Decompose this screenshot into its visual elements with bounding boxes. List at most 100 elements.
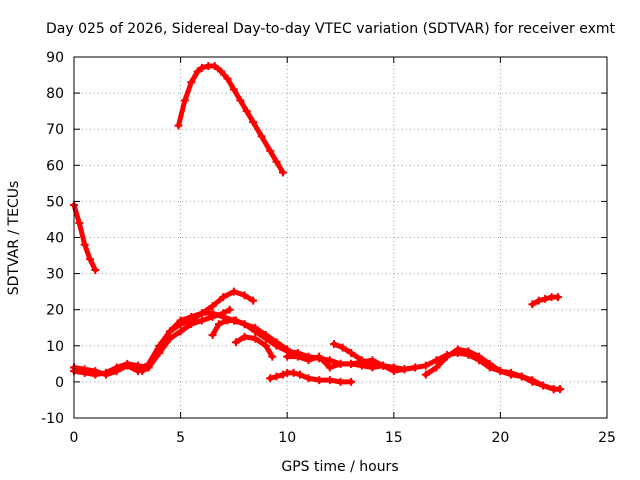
data-point-marker [197,309,206,318]
data-point-marker [400,365,409,374]
data-point-marker [283,352,292,361]
data-point-marker [389,363,398,372]
data-point-marker [251,327,260,336]
data-point-marker [229,287,238,296]
data-point-marker [91,370,100,379]
data-point-marker [214,320,223,329]
y-axis-label: SDTVAR / TECUs [6,181,22,296]
data-point-marker [336,359,345,368]
data-point-marker [289,368,298,377]
data-point-marker [223,316,232,325]
data-point-marker [197,316,206,325]
data-point-marker [208,330,217,339]
data-point-marker [208,312,217,321]
data-point-marker [293,352,302,361]
y-tick-label: 90 [46,50,64,66]
data-point-marker [272,341,281,350]
data-point-marker [315,352,324,361]
chart-title: Day 025 of 2026, Sidereal Day-to-day VTE… [46,21,616,37]
data-point-marker [464,347,473,356]
data-point-marker [219,309,228,318]
data-point-marker [219,293,228,302]
data-point-marker [240,320,249,329]
x-axis-label: GPS time / hours [281,459,398,475]
data-point-marker [138,367,147,376]
series-arc-5 [139,307,233,374]
data-point-marker [325,376,334,385]
data-point-marker [232,316,241,325]
data-point-marker [475,352,484,361]
data-point-marker [225,305,234,314]
data-point-marker [443,352,452,361]
data-point-marker [112,363,121,372]
data-point-marker [556,385,565,394]
data-point-marker [91,265,100,274]
y-tick-label: 40 [46,231,64,247]
data-point-marker [217,67,226,76]
data-point-marker [272,157,281,166]
series-arc-6 [210,318,418,372]
data-point-marker [193,67,202,76]
data-point-marker [155,349,164,358]
data-point-marker [432,363,441,372]
data-point-marker [347,359,356,368]
y-tick-label: 20 [46,303,64,319]
grid-lines [74,57,607,418]
data-point-marker [197,63,206,72]
data-point-marker [249,296,258,305]
data-point-marker [347,349,356,358]
data-point-marker [223,74,232,83]
data-point-marker [85,255,94,264]
y-tick-label: 0 [55,375,64,391]
data-point-marker [278,370,287,379]
data-point-marker [80,368,89,377]
data-point-marker [176,327,185,336]
data-point-marker [330,339,339,348]
data-point-marker [432,356,441,365]
data-point-marker [485,359,494,368]
y-tick-label: 30 [46,267,64,283]
data-point-marker [336,377,345,386]
data-point-marker [453,345,462,354]
y-tick-label: 70 [46,122,64,138]
data-point-marker [174,121,183,130]
y-tick-label: -10 [41,411,64,427]
data-point-marker [528,300,537,309]
data-point-marker [144,363,153,372]
data-point-marker [165,334,174,343]
x-tick-label: 25 [598,430,616,446]
data-point-marker [325,363,334,372]
data-point-marker [553,293,562,302]
data-point-marker [165,327,174,336]
y-tick-label: 80 [46,86,64,102]
data-point-marker [229,85,238,94]
data-point-marker [268,352,277,361]
data-point-marker [528,376,537,385]
data-point-marker [240,291,249,300]
data-point-marker [541,294,550,303]
data-point-marker [240,332,249,341]
data-point-marker [272,372,281,381]
x-tick-label: 5 [176,430,185,446]
y-tick-label: 50 [46,194,64,210]
data-point-marker [236,96,245,105]
data-point-marker [176,320,185,329]
data-point-marker [257,132,266,141]
data-point-marker [517,372,526,381]
data-point-marker [249,117,258,126]
data-point-marker [261,334,270,343]
data-point-marker [295,370,304,379]
data-point-marker [534,296,543,305]
data-point-marker [187,78,196,87]
series-arc-4 [71,289,256,378]
data-point-marker [507,370,516,379]
data-point-marker [251,334,260,343]
data-point-marker [539,381,548,390]
data-point-marker [278,168,287,177]
x-tick-label: 15 [385,430,403,446]
data-point-marker [180,96,189,105]
data-point-marker [421,361,430,370]
y-tick-label: 10 [46,339,64,355]
data-point-marker [261,341,270,350]
